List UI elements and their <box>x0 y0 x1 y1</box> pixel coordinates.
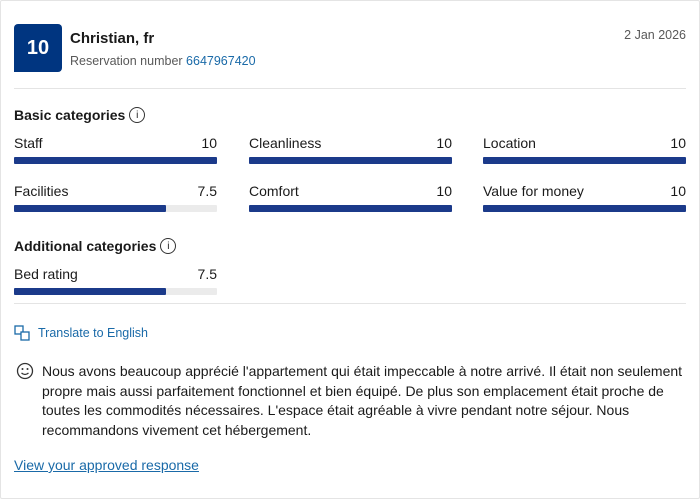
category-row: Location 10 <box>483 135 686 151</box>
category-score: 7.5 <box>197 266 217 282</box>
category-score: 10 <box>436 183 452 199</box>
section-title-text: Basic categories <box>14 107 126 123</box>
score-track <box>483 205 686 212</box>
category: Value for money 10 <box>483 183 686 212</box>
category: Bed rating 7.5 <box>14 266 217 295</box>
section-title: Additional categories i <box>14 238 177 254</box>
info-icon[interactable]: i <box>160 238 177 254</box>
reservation-number[interactable]: 6647967420 <box>186 54 256 68</box>
category-row: Cleanliness 10 <box>249 135 452 151</box>
category-row: Comfort 10 <box>249 183 452 199</box>
score-badge: 10 <box>14 24 62 72</box>
category-label: Location <box>483 135 536 151</box>
category-label: Comfort <box>249 183 299 199</box>
score-bar <box>14 205 167 212</box>
smiley-icon <box>16 362 34 380</box>
category-label: Value for money <box>483 183 584 199</box>
category-score: 10 <box>436 135 452 151</box>
category-score: 7.5 <box>197 183 217 199</box>
section-title-text: Additional categories <box>14 238 157 254</box>
section-title: Basic categories i <box>14 107 146 123</box>
reviewer-name: Christian, fr <box>70 30 155 47</box>
category: Cleanliness 10 <box>249 135 452 164</box>
score-bar <box>249 157 452 164</box>
score-bar <box>483 157 686 164</box>
score-track <box>14 157 217 164</box>
category-label: Cleanliness <box>249 135 322 151</box>
score-track <box>14 288 217 295</box>
divider <box>14 88 686 89</box>
category-score: 10 <box>670 183 686 199</box>
category-label: Bed rating <box>14 266 78 282</box>
category-label: Staff <box>14 135 43 151</box>
category: Staff 10 <box>14 135 217 164</box>
category-row: Facilities 7.5 <box>14 183 217 199</box>
score-bar <box>483 205 686 212</box>
reservation-label: Reservation number <box>70 54 183 68</box>
review-date: 2 Jan 2026 <box>624 28 686 42</box>
category-score: 10 <box>201 135 217 151</box>
score-track <box>14 205 217 212</box>
translate-link[interactable]: Translate to English <box>38 326 149 340</box>
divider <box>14 303 686 304</box>
review-text: Nous avons beaucoup apprécié l'apparteme… <box>42 363 683 439</box>
score-bar <box>14 157 217 164</box>
category-row: Staff 10 <box>14 135 217 151</box>
category-row: Value for money 10 <box>483 183 686 199</box>
category: Location 10 <box>483 135 686 164</box>
score-track <box>249 205 452 212</box>
score-bar <box>14 288 167 295</box>
score-bar <box>249 205 452 212</box>
score-track <box>249 157 452 164</box>
translate[interactable]: Translate to English <box>14 325 148 341</box>
response-link[interactable]: View your approved response <box>14 457 199 473</box>
reservation: Reservation number 6647967420 <box>70 54 256 68</box>
translate-icon <box>14 325 30 341</box>
category-row: Bed rating 7.5 <box>14 266 217 282</box>
category-label: Facilities <box>14 183 69 199</box>
score-track <box>483 157 686 164</box>
category: Facilities 7.5 <box>14 183 217 212</box>
category-score: 10 <box>670 135 686 151</box>
category: Comfort 10 <box>249 183 452 212</box>
info-icon[interactable]: i <box>129 107 146 123</box>
